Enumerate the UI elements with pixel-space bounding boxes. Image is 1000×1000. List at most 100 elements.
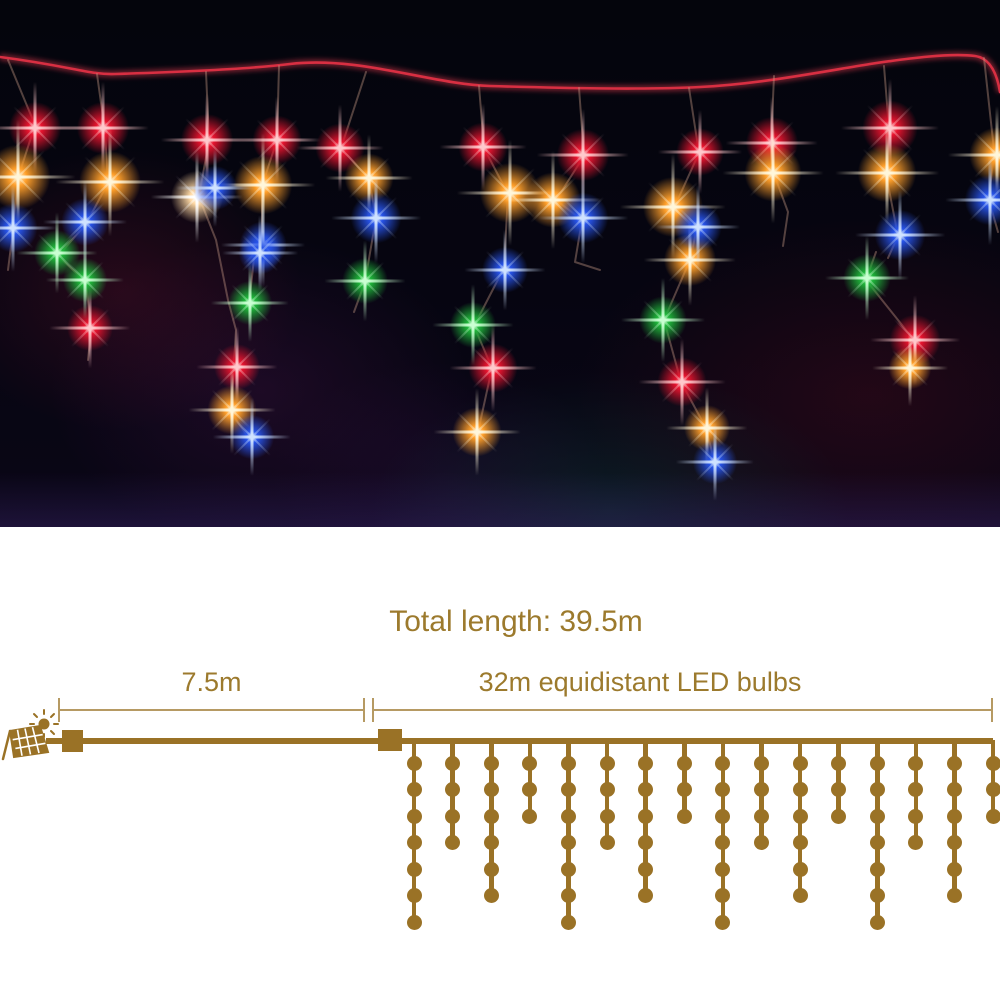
led-bulb-dot <box>715 755 731 771</box>
total-length-label: Total length: 39.5m <box>389 605 643 638</box>
light-ray <box>196 169 234 207</box>
light-ray <box>661 361 703 403</box>
led-bulb-dot <box>715 888 731 903</box>
led-green-light <box>444 296 502 354</box>
light-ray <box>968 178 1000 222</box>
icicle-drop <box>560 740 576 930</box>
led-bulb-dot <box>753 808 769 824</box>
light-ray <box>241 234 279 272</box>
led-bulb-dot <box>908 755 924 771</box>
led-bulb-dot <box>483 755 499 771</box>
led-bulb-dot <box>869 835 885 850</box>
led-blue-light <box>344 186 408 250</box>
led-bulb-dot <box>406 914 422 930</box>
dimension-diagram: Total length: 39.5m 7.5m 32m equidistant… <box>0 527 1000 1000</box>
icicle-drop <box>599 740 615 850</box>
led-bulb-dot <box>483 782 499 797</box>
icicle-drops <box>0 527 1000 1000</box>
led-bulb-dot <box>715 914 731 930</box>
led-bulb-dot <box>638 861 654 877</box>
light-ray <box>453 305 493 345</box>
led-bulb-dot <box>522 808 538 824</box>
led-bulb-dot <box>638 782 654 797</box>
icicle-drop <box>869 740 885 930</box>
connector-box <box>378 729 402 751</box>
led-bulb-dot <box>985 782 1000 797</box>
top-wire <box>0 53 1000 94</box>
led-bulb-dot <box>831 808 847 824</box>
icicle-drop <box>445 740 461 850</box>
light-ray <box>233 418 271 456</box>
led-bulb-dot <box>869 782 885 797</box>
led-blue-light <box>224 409 280 465</box>
led-bulb-dot <box>483 861 499 877</box>
led-bulb-dot <box>792 861 808 877</box>
led-bulb-dot <box>599 835 615 850</box>
solar-panel-icon <box>1 709 59 761</box>
led-bulb-dot <box>792 835 808 850</box>
led-bulb-dot <box>715 835 731 850</box>
led-bulb-dot <box>908 808 924 824</box>
led-green-light <box>633 290 693 350</box>
led-bulb-dot <box>869 755 885 771</box>
led-bulb-dot <box>869 861 885 877</box>
light-ray <box>561 196 605 240</box>
led-bulb-dot <box>869 888 885 903</box>
light-ray <box>846 257 888 299</box>
led-bulb-dot <box>753 755 769 771</box>
icicle-drop <box>753 740 769 850</box>
led-bulb-dot <box>560 782 576 797</box>
led-blue-light <box>187 160 243 216</box>
led-bulb-dot <box>831 782 847 797</box>
led-bulb-dot <box>406 888 422 903</box>
led-bulb-dot <box>715 808 731 824</box>
led-green-light <box>222 275 278 331</box>
solar-controller-box <box>62 730 83 752</box>
light-ray <box>891 349 929 387</box>
led-bulb-dot <box>985 755 1000 771</box>
led-bulb-dot <box>946 782 962 797</box>
led-blue-light <box>687 434 743 490</box>
led-bulb-dot <box>831 755 847 771</box>
led-bulb-dot <box>560 914 576 930</box>
led-bulb-dot <box>483 835 499 850</box>
led-bulb-dot <box>676 782 692 797</box>
led-blue-light <box>476 241 534 299</box>
led-bulb-dot <box>483 808 499 824</box>
icicle-drop <box>406 740 422 930</box>
light-ray <box>456 411 498 453</box>
led-bulb-dot <box>638 755 654 771</box>
led-bulb-dot <box>753 835 769 850</box>
led-bulb-dot <box>560 861 576 877</box>
led-bulb-dot <box>908 782 924 797</box>
led-bulb-dot <box>560 835 576 850</box>
led-bulb-dot <box>715 861 731 877</box>
led-warm-light <box>446 401 508 463</box>
led-bulb-dot <box>599 755 615 771</box>
segment2-length-label: 32m equidistant LED bulbs <box>478 667 802 697</box>
led-warm-light <box>737 137 809 209</box>
led-bulb-dot <box>406 835 422 850</box>
led-bulb-dot <box>946 808 962 824</box>
led-bulb-dot <box>908 835 924 850</box>
led-bulb-dot <box>869 808 885 824</box>
icicle-drop <box>676 740 692 824</box>
led-warm-light <box>850 136 924 210</box>
light-ray <box>184 117 230 163</box>
light-ray <box>677 206 719 248</box>
icicle-drop <box>792 740 808 903</box>
led-red-light <box>61 299 119 357</box>
led-green-light <box>837 248 897 308</box>
segment1-measure-line <box>58 698 365 722</box>
icicle-drop <box>715 740 731 930</box>
light-ray <box>66 261 104 299</box>
led-bulb-dot <box>638 835 654 850</box>
led-bulb-dot <box>638 808 654 824</box>
led-bulb-dot <box>946 755 962 771</box>
led-blue-light <box>233 226 287 280</box>
led-bulb-dot <box>445 782 461 797</box>
led-blue-light <box>668 197 728 257</box>
led-bulb-dot <box>522 755 538 771</box>
light-ray <box>354 196 398 240</box>
